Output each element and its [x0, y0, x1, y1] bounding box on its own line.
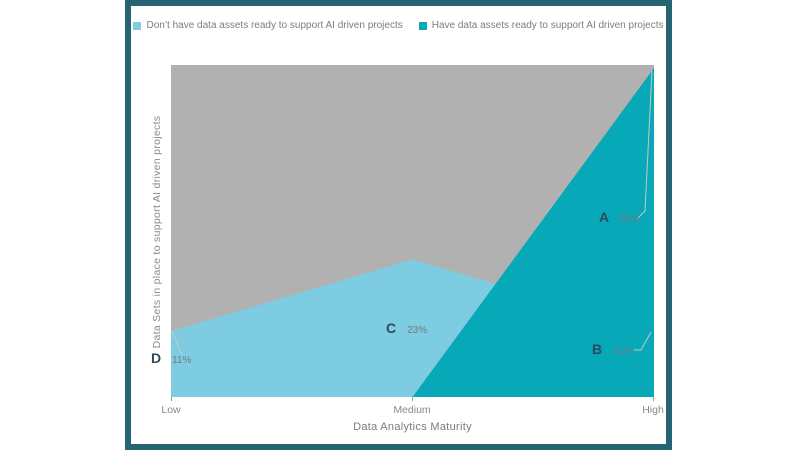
point-label-d: D 11%: [151, 350, 191, 368]
point-letter-c: C: [386, 320, 397, 336]
point-letter-d: D: [151, 350, 162, 366]
point-value-c: 23%: [407, 325, 428, 336]
legend-item-have: Have data assets ready to support AI dri…: [418, 20, 664, 31]
legend-swatch-teal: [418, 21, 427, 30]
x-axis-label-medium: Medium: [393, 404, 431, 416]
leader-lines: [171, 70, 653, 356]
point-label-b: B 11%: [592, 341, 632, 359]
leader-line-a: [636, 70, 653, 220]
point-value-d: 11%: [172, 355, 192, 366]
y-axis-title: Data Sets in place to support AI driven …: [151, 115, 163, 349]
area-series-1: [171, 68, 654, 397]
point-value-b: 11%: [613, 346, 633, 357]
x-axis-tick-high: [653, 397, 654, 401]
legend-label-have: Have data assets ready to support AI dri…: [431, 20, 664, 31]
x-axis-title: Data Analytics Maturity: [353, 421, 472, 433]
point-letter-b: B: [592, 341, 603, 357]
plot-area: A 55% B 11% C 23% D 11% Low Medium High …: [151, 65, 664, 433]
leader-line-d: [171, 330, 183, 356]
point-value-a: 55%: [620, 214, 641, 225]
legend-label-dont-have: Don’t have data assets ready to support …: [146, 20, 403, 31]
x-axis-label-high: High: [642, 404, 664, 416]
point-letter-a: A: [599, 209, 610, 225]
point-label-a: A 55%: [599, 209, 640, 227]
legend-swatch-light-blue: [133, 21, 142, 30]
area-chart-canvas: [171, 68, 654, 397]
x-axis-tick-low: [171, 397, 172, 401]
x-axis-label-low: Low: [161, 404, 181, 416]
x-axis-tick-medium: [412, 397, 413, 401]
leader-line-b: [634, 331, 652, 351]
point-label-c: C 23%: [386, 320, 427, 338]
legend-item-dont-have: Don’t have data assets ready to support …: [133, 20, 403, 31]
chart-legend: Don’t have data assets ready to support …: [131, 20, 666, 31]
chart-card: Don’t have data assets ready to support …: [125, 0, 672, 450]
